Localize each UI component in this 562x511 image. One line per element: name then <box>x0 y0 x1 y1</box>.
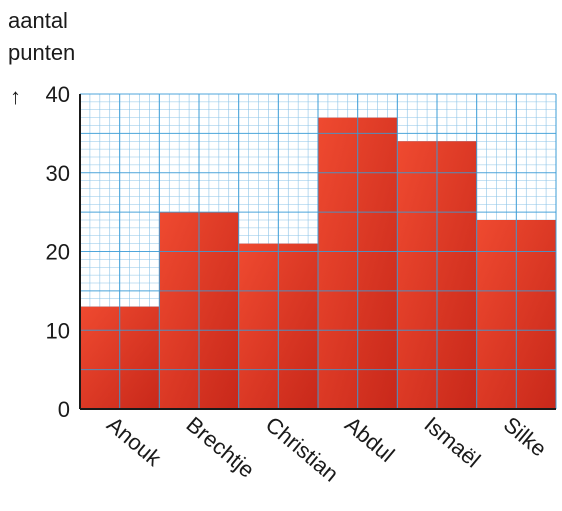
y-axis-arrow: ↑ <box>10 84 21 109</box>
y-tick-labels: 0 10 20 30 40 <box>46 82 70 422</box>
category-label: Brechtje <box>182 412 260 483</box>
category-label: Christian <box>261 412 344 487</box>
category-label: Abdul <box>340 412 399 467</box>
y-axis-label-line-2: punten <box>8 40 75 65</box>
category-label: Anouk <box>102 412 167 472</box>
y-tick-label: 0 <box>58 397 70 422</box>
y-tick-label: 10 <box>46 318 70 343</box>
y-tick-label: 40 <box>46 82 70 107</box>
major-grid <box>79 93 557 410</box>
y-axis-label-line-1: aantal <box>8 8 68 33</box>
category-label: Ismaël <box>420 412 486 473</box>
y-tick-label: 20 <box>46 240 70 265</box>
y-tick-label: 30 <box>46 161 70 186</box>
category-label: Silke <box>499 412 552 462</box>
